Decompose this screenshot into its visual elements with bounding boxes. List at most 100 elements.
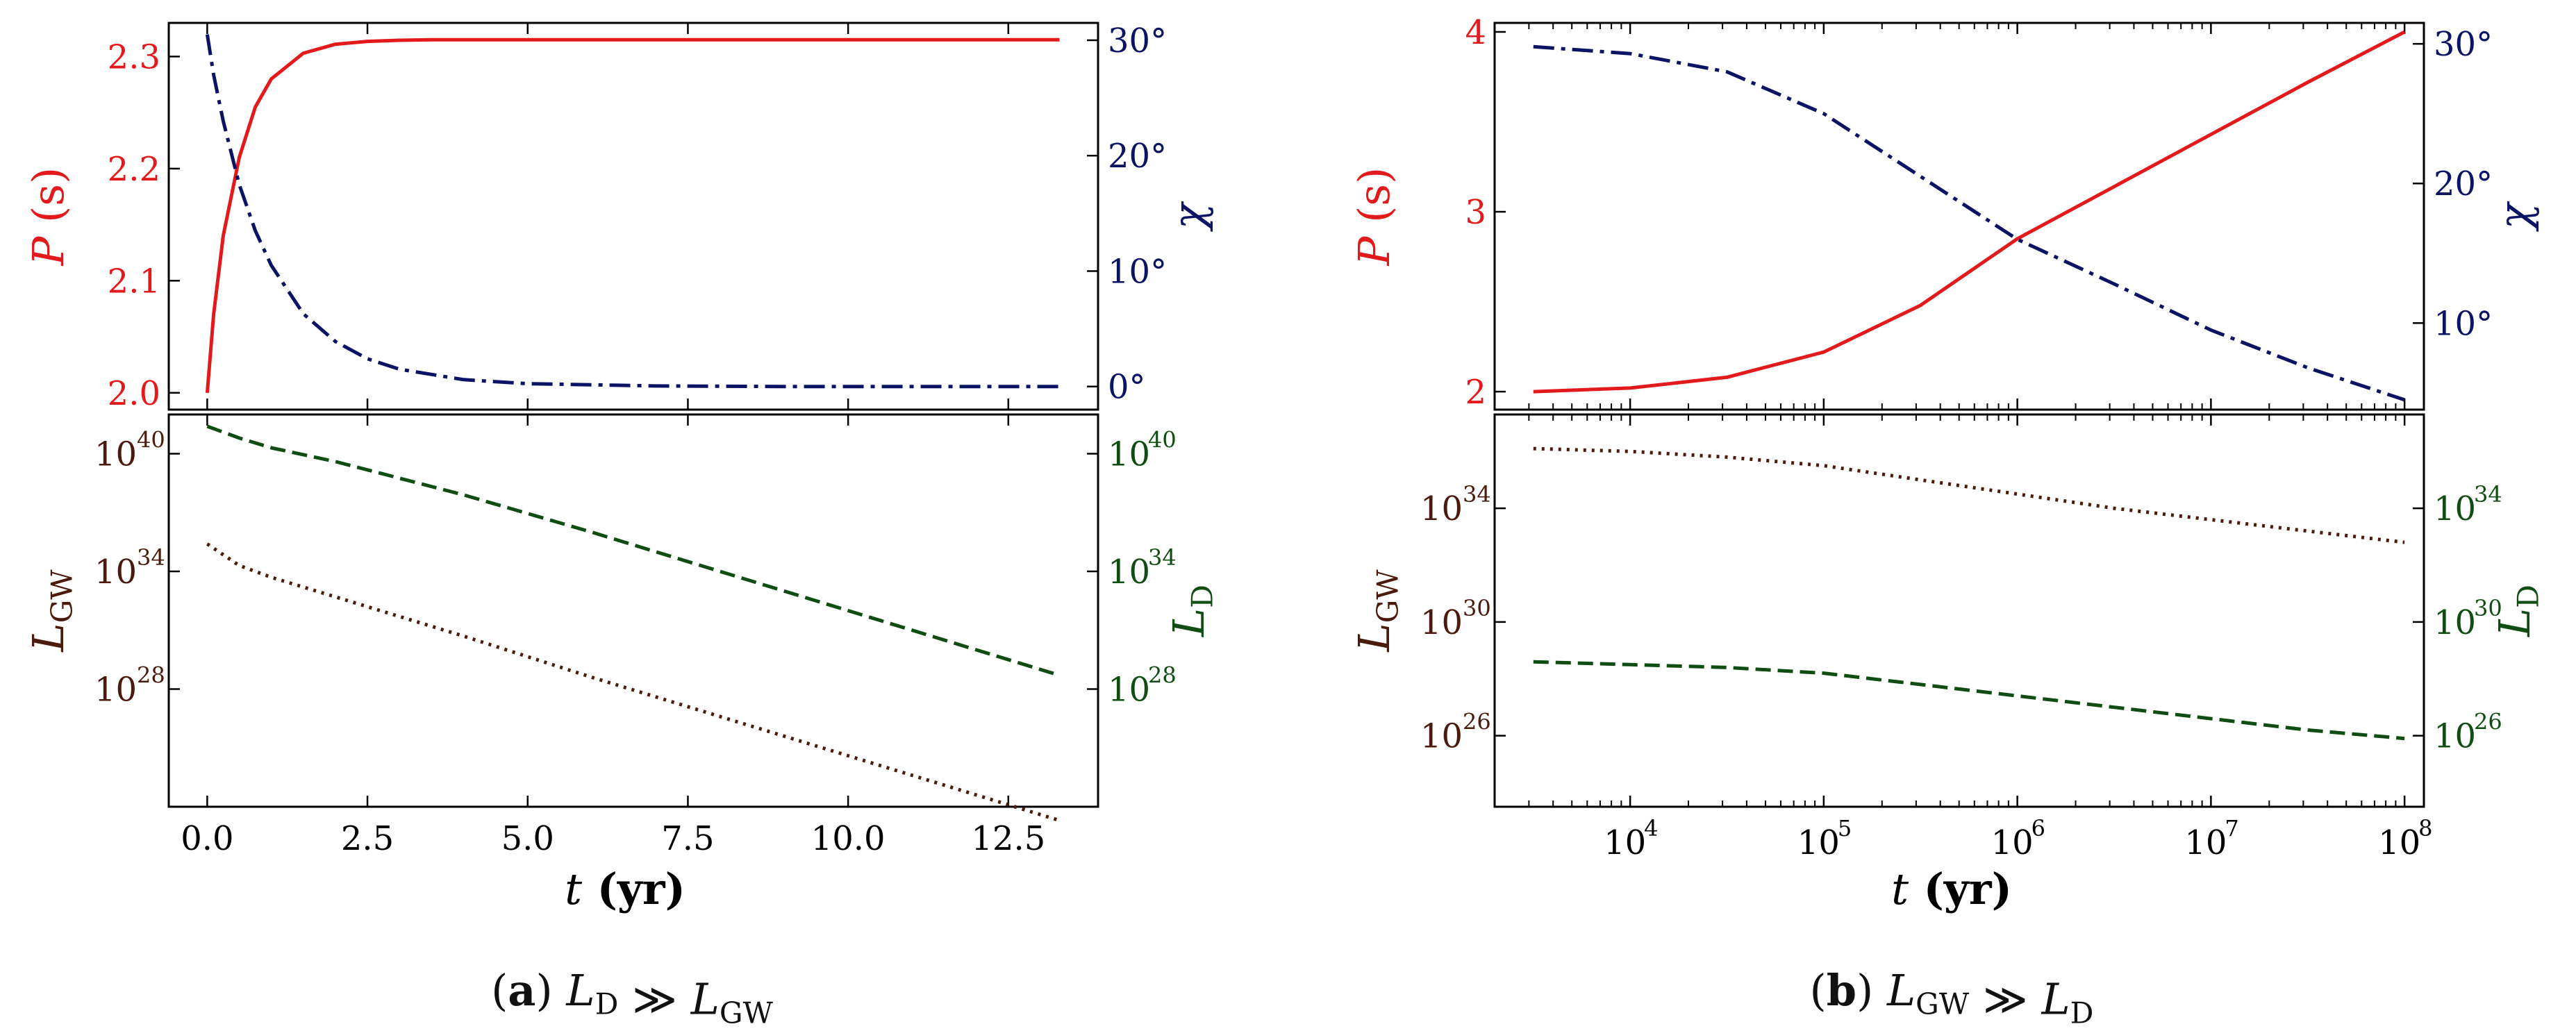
ld-tick-label-base: 10 <box>2434 603 2476 642</box>
lgw-tick-label: 10 28 <box>94 662 165 710</box>
p-axis-label-part: P <box>1349 235 1399 266</box>
x-axis-label: t (yr) <box>1891 864 2012 914</box>
lgw-axis-label: LGW <box>23 569 79 653</box>
chi-axis-label: χ <box>1163 201 1214 232</box>
x-tick-label: 106 <box>1991 815 2045 862</box>
p-axis-label: P (s) <box>23 167 74 267</box>
p-axis-label: P (s) <box>1349 167 1399 267</box>
ld-tick-label-base: 10 <box>1108 435 1150 474</box>
x-tick-label-exp: 6 <box>2031 815 2045 841</box>
series-lgw-line <box>1533 446 2405 544</box>
lgw-tick-label-base: 10 <box>1420 489 1463 528</box>
top-plot-frame <box>1493 22 2425 411</box>
series-chi-line <box>1533 44 2405 402</box>
lgw-axis-label-part: L <box>23 623 74 652</box>
ld-tick-label-exp: 28 <box>1148 662 1177 689</box>
x-tick-label: 105 <box>1797 815 1852 862</box>
caption-b-part <box>1873 965 1887 1016</box>
p-tick-label: 4 <box>1465 13 1486 52</box>
chi-tick-label: 10° <box>1108 252 1167 291</box>
ld-tick-label-exp: 26 <box>2474 709 2502 735</box>
series-ld-line <box>206 424 1061 678</box>
chi-tick-label: 20° <box>2434 165 2493 203</box>
ld-tick-label-base: 10 <box>1108 671 1150 710</box>
lgw-tick-label-exp: 40 <box>137 427 165 453</box>
chi-axis-label-part: χ <box>1163 201 1214 232</box>
ld-tick-label-exp: 34 <box>2474 481 2502 508</box>
x-tick-label-exp: 7 <box>2225 815 2238 841</box>
x-axis-label-part: t <box>1891 864 1909 914</box>
p-axis-label-part: (s) <box>23 167 74 237</box>
x-tick-label: 104 <box>1604 815 1658 862</box>
lgw-axis-label-part: GW <box>45 569 79 623</box>
top-plot-frame <box>167 22 1099 411</box>
series-ld-line <box>1533 660 2405 741</box>
ld-axis-label-part: L <box>2489 608 2540 637</box>
x-axis-label-part: (yr) <box>582 864 685 914</box>
series-p-line <box>1533 30 2406 394</box>
x-tick-label-base: 10 <box>1991 823 2034 862</box>
chi-tick-label: 30° <box>2434 25 2493 64</box>
x-tick-label-base: 10 <box>1604 823 1646 862</box>
panel-a: 0.0 2.5 5.0 7.5 10.0 12.5 t (yr) 2.0 2.1 2.2 2.3 0°… <box>23 22 1220 1030</box>
x-axis-label: t (yr) <box>565 864 685 914</box>
lgw-tick-label-base: 10 <box>1420 717 1463 756</box>
chi-tick-label: 30° <box>1108 22 1167 60</box>
lgw-tick-label-exp: 26 <box>1463 709 1491 735</box>
x-tick-label-base: 10 <box>1797 823 1840 862</box>
bottom-plot-frame <box>1493 413 2425 808</box>
caption-b-part: ( <box>1810 965 1827 1016</box>
ld-axis-label: LD <box>1163 585 1220 637</box>
series-p-line <box>205 37 1060 394</box>
ld-tick-label-base: 10 <box>2434 717 2476 756</box>
ld-axis-label-part: L <box>1163 608 1214 637</box>
x-tick-label: 108 <box>2378 815 2432 862</box>
p-tick-label: 2.2 <box>108 150 160 189</box>
p-tick-label: 2.0 <box>108 374 160 413</box>
caption-b: (b) LGW ≫ LD <box>1810 965 2094 1030</box>
lgw-tick-label-exp: 34 <box>1463 481 1491 508</box>
ld-axis-label: LD <box>2489 585 2545 637</box>
ld-axis-label-part: D <box>1186 585 1220 608</box>
lgw-tick-label-base: 10 <box>94 435 137 474</box>
chi-tick-label: 10° <box>2434 304 2493 343</box>
x-tick-label: 2.5 <box>341 819 394 858</box>
x-axis-label-part: (yr) <box>1909 864 2012 914</box>
caption-a-part <box>553 965 567 1016</box>
lgw-tick-label: 10 34 <box>1420 481 1491 528</box>
caption-a-part: ( <box>491 965 508 1016</box>
lgw-axis-label-part: L <box>1349 623 1399 652</box>
lgw-tick-label-base: 10 <box>94 671 137 710</box>
p-axis-label-part: (s) <box>1349 167 1399 237</box>
chi-axis-label: χ <box>2489 201 2540 232</box>
caption-b-part: L <box>2041 974 2070 1025</box>
lgw-axis-label-part: GW <box>1371 569 1405 623</box>
ld-axis-label-part: D <box>2511 585 2545 608</box>
caption-b-part: ≫ <box>1969 974 2041 1025</box>
x-tick-label-exp: 4 <box>1644 815 1658 841</box>
p-axis-label-part: P <box>23 235 74 266</box>
lgw-tick-label: 10 26 <box>1420 709 1491 756</box>
lgw-tick-label-base: 10 <box>1420 603 1463 642</box>
caption-a-part: L <box>565 965 595 1016</box>
caption-b-part: D <box>2070 996 2094 1030</box>
x-tick-label: 0.0 <box>181 819 233 858</box>
x-tick-label-exp: 8 <box>2418 815 2432 841</box>
x-tick-label-exp: 5 <box>1838 815 1852 841</box>
ld-tick-label-base: 10 <box>1108 553 1150 592</box>
caption-b-part: L <box>1886 965 1916 1016</box>
ld-tick-label-exp: 34 <box>1148 544 1177 571</box>
p-tick-label: 3 <box>1465 193 1486 232</box>
chi-tick-label: 0° <box>1108 368 1146 407</box>
ld-tick-label-exp: 40 <box>1148 427 1177 453</box>
p-tick-label: 2.1 <box>108 262 160 301</box>
x-tick-label: 5.0 <box>501 819 554 858</box>
